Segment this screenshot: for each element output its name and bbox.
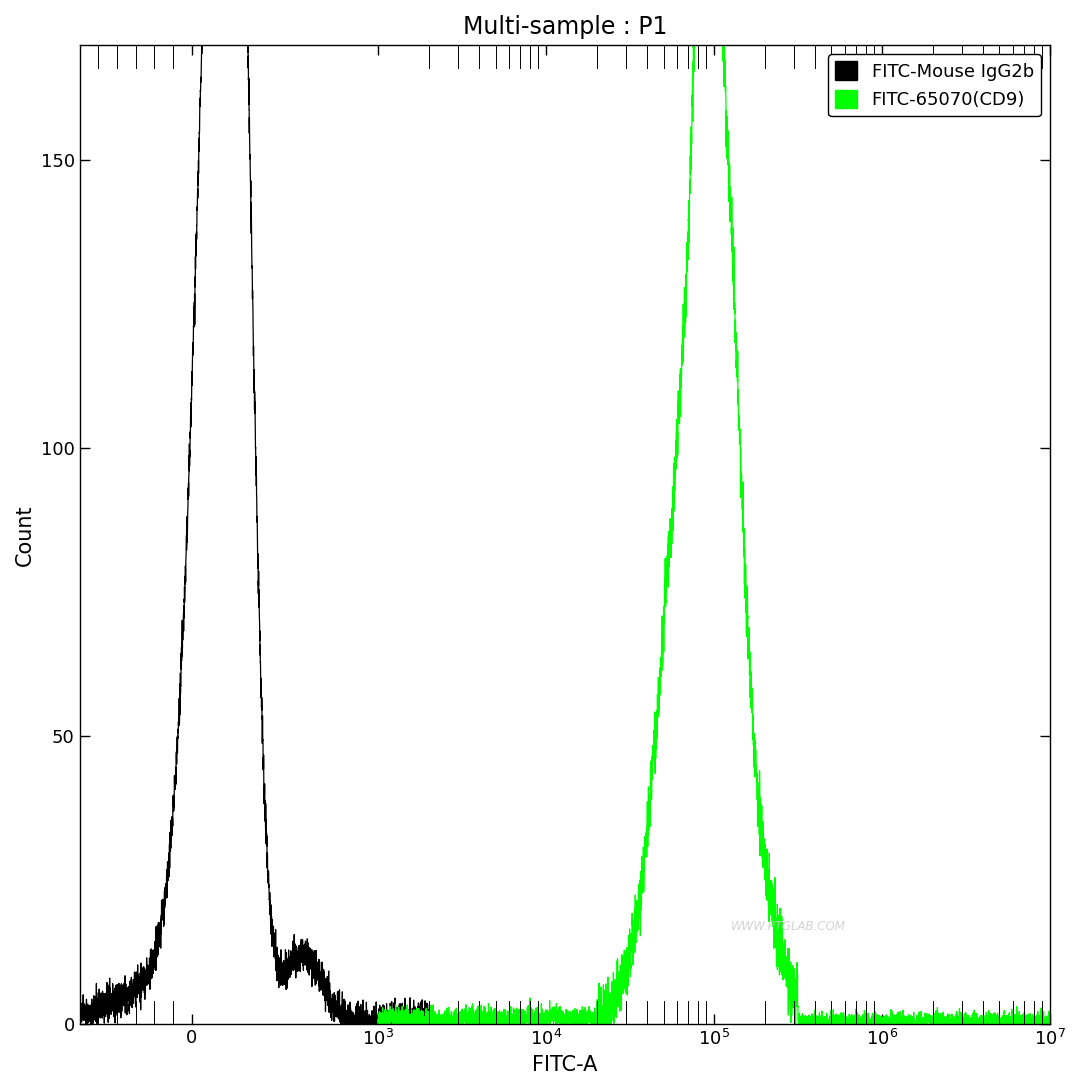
Y-axis label: Count: Count [15,504,35,566]
FITC-Mouse IgG2b [277,969,290,982]
FITC-65070(CD9) [873,1015,886,1028]
FITC-Mouse IgG2b [390,1018,403,1031]
Text: WWW.PTGLAB.COM: WWW.PTGLAB.COM [731,920,845,933]
FITC-65070(CD9) [494,1006,507,1019]
FITC-Mouse IgG2b [419,1018,432,1031]
X-axis label: FITC-A: FITC-A [532,1055,598,1075]
FITC-65070(CD9) [775,945,788,958]
FITC-Mouse IgG2b [423,1018,436,1031]
Legend: FITC-Mouse IgG2b, FITC-65070(CD9): FITC-Mouse IgG2b, FITC-65070(CD9) [828,54,1041,117]
FITC-Mouse IgG2b [74,1005,86,1018]
FITC-65070(CD9) [809,1018,822,1031]
FITC-Mouse IgG2b [304,946,317,959]
FITC-65070(CD9) [1043,1005,1056,1018]
Line: FITC-65070(CD9): FITC-65070(CD9) [378,0,1050,1025]
FITC-65070(CD9) [924,1013,937,1026]
Title: Multi-sample : P1: Multi-sample : P1 [463,15,667,39]
FITC-Mouse IgG2b [74,1018,86,1031]
FITC-65070(CD9) [372,1018,385,1031]
FITC-Mouse IgG2b [414,1017,427,1030]
Line: FITC-Mouse IgG2b: FITC-Mouse IgG2b [80,0,429,1025]
FITC-Mouse IgG2b [281,970,294,983]
FITC-65070(CD9) [628,934,641,947]
